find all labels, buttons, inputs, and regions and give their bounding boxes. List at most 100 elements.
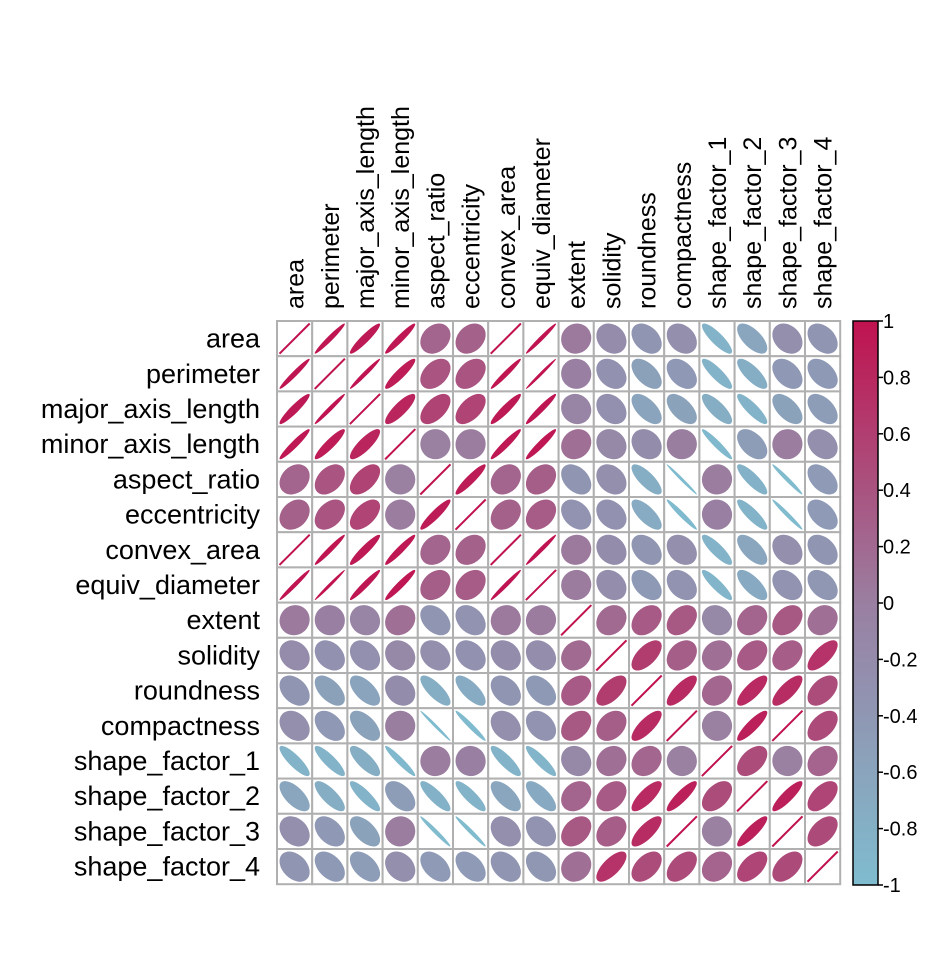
ellipse-minor_axis_length-aspect_ratio — [420, 429, 451, 460]
ellipse-roundness-equiv_diameter — [525, 675, 557, 706]
ellipse-minor_axis_length-shape_factor_3 — [772, 429, 803, 460]
ellipse-shape_factor_2-equiv_diameter — [525, 781, 557, 812]
ellipse-roundness-extent — [561, 675, 592, 706]
colorbar: 1 0.8 0.6 0.4 0.2 0 -0.2 -0.4 -0.6 -0.8 -1 — [852, 311, 917, 897]
ellipse-aspect_ratio-convex_area — [490, 464, 521, 495]
ellipse-solidity-shape_factor_1 — [701, 640, 733, 671]
ellipse-solidity-shape_factor_4 — [807, 640, 838, 671]
ellipse-major_axis_length-shape_factor_2 — [737, 393, 768, 425]
ellipse-shape_factor_4-compactness — [666, 851, 697, 882]
ellipse-convex_area-shape_factor_1 — [701, 534, 733, 565]
ellipse-area-perimeter — [314, 323, 345, 354]
ellipse-shape_factor_4-shape_factor_2 — [737, 851, 768, 882]
ellipse-shape_factor_4-perimeter — [314, 851, 345, 882]
ellipse-solidity-shape_factor_3 — [772, 640, 803, 671]
ellipse-minor_axis_length-minor_axis_length — [384, 428, 417, 461]
ellipse-eccentricity-equiv_diameter — [525, 499, 557, 530]
row-label-equiv_diameter: equiv_diameter — [75, 570, 260, 600]
ellipse-shape_factor_1-shape_factor_4 — [807, 745, 838, 777]
ellipse-perimeter-shape_factor_3 — [772, 358, 803, 389]
ellipse-compactness-shape_factor_1 — [701, 710, 733, 741]
ellipse-compactness-aspect_ratio — [420, 710, 451, 741]
ellipse-shape_factor_1-area — [279, 745, 310, 777]
ellipse-solidity-aspect_ratio — [420, 640, 451, 671]
ellipse-compactness-eccentricity — [455, 710, 486, 741]
ellipse-major_axis_length-extent — [561, 393, 592, 425]
column-label-compactness: compactness — [669, 162, 697, 309]
ellipse-eccentricity-shape_factor_2 — [737, 499, 768, 530]
row-label-eccentricity: eccentricity — [125, 500, 261, 530]
ellipse-equiv_diameter-equiv_diameter — [525, 569, 557, 601]
ellipse-major_axis_length-convex_area — [490, 393, 521, 425]
ellipse-convex_area-aspect_ratio — [420, 534, 451, 565]
ellipse-equiv_diameter-aspect_ratio — [420, 569, 451, 601]
ellipse-major_axis_length-solidity — [596, 393, 627, 425]
column-label-area: area — [282, 259, 310, 309]
ellipse-roundness-shape_factor_2 — [737, 675, 768, 706]
ellipse-extent-eccentricity — [455, 605, 486, 636]
ellipse-compactness-minor_axis_length — [385, 710, 416, 741]
ellipse-equiv_diameter-roundness — [631, 569, 662, 601]
ellipse-extent-minor_axis_length — [385, 605, 416, 636]
ellipse-shape_factor_4-equiv_diameter — [525, 851, 557, 882]
ellipse-minor_axis_length-shape_factor_2 — [737, 429, 768, 460]
ellipse-shape_factor_4-major_axis_length — [349, 851, 381, 882]
colorbar-tick-label: 0.2 — [883, 537, 911, 559]
ellipse-major_axis_length-eccentricity — [455, 393, 486, 425]
ellipse-area-equiv_diameter — [525, 323, 557, 354]
ellipse-equiv_diameter-minor_axis_length — [385, 569, 416, 601]
ellipse-eccentricity-perimeter — [314, 499, 345, 530]
ellipse-eccentricity-solidity — [596, 499, 627, 530]
ellipse-aspect_ratio-shape_factor_1 — [701, 464, 733, 495]
ellipse-solidity-eccentricity — [455, 640, 486, 671]
row-label-area: area — [206, 324, 261, 354]
ellipse-shape_factor_3-extent — [561, 816, 592, 847]
ellipse-compactness-major_axis_length — [349, 710, 381, 741]
ellipse-compactness-convex_area — [490, 710, 521, 741]
ellipse-major_axis_length-minor_axis_length — [385, 393, 416, 425]
ellipse-area-area — [278, 322, 311, 355]
ellipse-shape_factor_2-eccentricity — [455, 781, 486, 812]
ellipse-compactness-solidity — [596, 710, 627, 741]
ellipse-roundness-compactness — [666, 675, 697, 706]
ellipse-convex_area-compactness — [666, 534, 697, 565]
ellipse-minor_axis_length-perimeter — [314, 429, 345, 460]
row-label-shape_factor_1: shape_factor_1 — [74, 746, 260, 776]
ellipse-aspect_ratio-shape_factor_3 — [772, 464, 803, 495]
ellipse-eccentricity-area — [279, 499, 310, 530]
ellipse-solidity-area — [279, 640, 310, 671]
column-label-extent: extent — [563, 241, 591, 309]
row-label-convex_area: convex_area — [105, 535, 261, 565]
ellipse-aspect_ratio-solidity — [596, 464, 627, 495]
ellipse-perimeter-equiv_diameter — [525, 358, 557, 389]
ellipse-equiv_diameter-perimeter — [314, 569, 345, 601]
ellipse-area-convex_area — [489, 322, 522, 355]
column-labels: area perimeter major_axis_length minor_axis… — [282, 106, 838, 309]
ellipse-convex_area-equiv_diameter — [525, 534, 557, 565]
ellipse-shape_factor_2-shape_factor_4 — [807, 781, 838, 812]
ellipse-equiv_diameter-area — [279, 569, 310, 601]
ellipse-shape_factor_2-perimeter — [314, 781, 345, 812]
ellipse-shape_factor_3-solidity — [596, 816, 627, 847]
ellipse-compactness-shape_factor_4 — [807, 710, 838, 741]
ellipse-solidity-shape_factor_2 — [737, 640, 768, 671]
ellipse-major_axis_length-major_axis_length — [349, 393, 381, 425]
ellipse-shape_factor_3-aspect_ratio — [420, 816, 451, 847]
ellipse-roundness-minor_axis_length — [385, 675, 416, 706]
column-label-solidity: solidity — [598, 232, 626, 309]
row-label-shape_factor_3: shape_factor_3 — [74, 816, 260, 846]
ellipse-convex_area-shape_factor_4 — [807, 534, 838, 565]
ellipse-minor_axis_length-roundness — [631, 429, 662, 460]
colorbar-tick-label: -1 — [883, 875, 901, 897]
ellipse-major_axis_length-shape_factor_4 — [807, 393, 838, 425]
ellipse-shape_factor_1-convex_area — [490, 745, 521, 777]
ellipse-extent-shape_factor_2 — [737, 605, 768, 636]
ellipse-convex_area-shape_factor_3 — [772, 534, 803, 565]
ellipse-eccentricity-roundness — [631, 499, 662, 530]
ellipse-equiv_diameter-shape_factor_1 — [701, 569, 733, 601]
ellipse-roundness-solidity — [596, 675, 627, 706]
ellipse-extent-aspect_ratio — [420, 605, 451, 636]
ellipse-major_axis_length-compactness — [666, 393, 697, 425]
ellipse-aspect_ratio-eccentricity — [455, 464, 486, 495]
